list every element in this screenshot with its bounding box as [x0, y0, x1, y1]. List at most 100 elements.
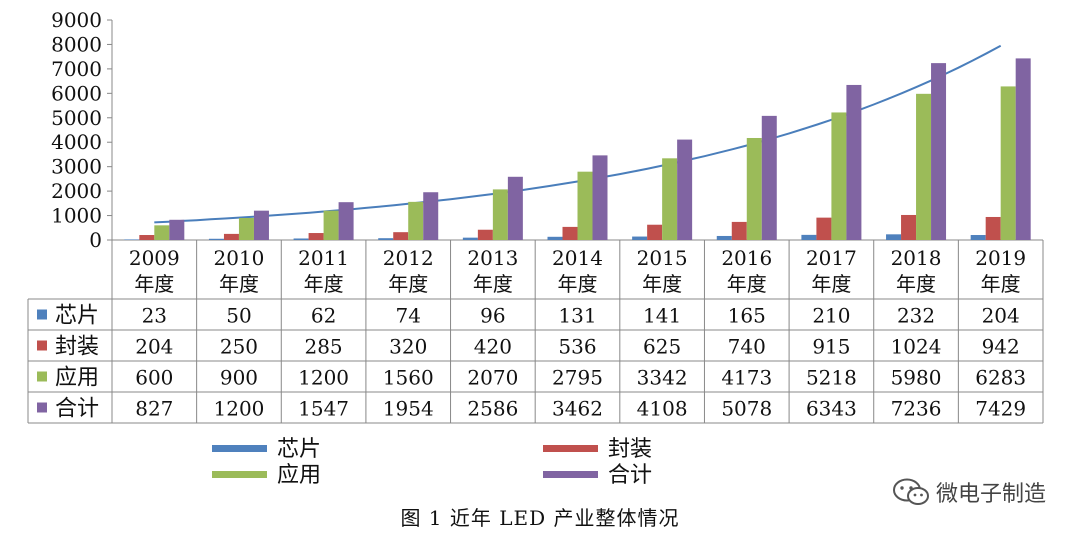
y-tick-label: 7000 [51, 57, 102, 81]
x-category-label: 2018 [891, 246, 942, 270]
x-category-label: 2012 [383, 246, 434, 270]
y-tick-label: 4000 [51, 130, 102, 154]
x-category-label: 年度 [642, 272, 682, 296]
bar-应用-2011年度 [323, 210, 339, 240]
bar-应用-2018年度 [916, 93, 932, 240]
table-cell: 232 [897, 304, 935, 328]
table-cell: 6343 [806, 397, 857, 421]
table-cell: 7236 [891, 397, 942, 421]
table-cell: 96 [480, 304, 505, 328]
table-legend-key-芯片 [37, 309, 47, 320]
bar-合计-2009年度 [169, 219, 185, 240]
table-cell: 536 [558, 335, 596, 359]
bar-封装-2013年度 [477, 229, 493, 240]
bar-合计-2012年度 [423, 192, 439, 240]
x-category-label: 2010 [214, 246, 265, 270]
table-cell: 23 [142, 304, 167, 328]
x-category-label: 年度 [981, 272, 1021, 296]
table-legend-key-合计 [37, 402, 47, 413]
table-cell: 1547 [298, 397, 349, 421]
table-cell: 1560 [383, 366, 434, 390]
watermark: 微电子制造 [892, 476, 1046, 508]
table-cell: 5218 [806, 366, 857, 390]
bar-封装-2012年度 [393, 232, 409, 240]
table-cell: 1200 [298, 366, 349, 390]
bar-封装-2016年度 [731, 221, 747, 240]
table-cell: 250 [220, 335, 258, 359]
table-legend-key-应用 [37, 371, 47, 382]
y-tick-label: 6000 [51, 81, 102, 105]
table-cell: 915 [812, 335, 850, 359]
bar-应用-2012年度 [408, 201, 424, 240]
bar-芯片-2009年度 [124, 239, 140, 240]
table-cell: 1954 [383, 397, 434, 421]
bar-芯片-2018年度 [886, 234, 902, 240]
x-category-label: 2011 [298, 246, 349, 270]
bar-应用-2009年度 [154, 225, 170, 240]
table-cell: 900 [220, 366, 258, 390]
bar-芯片-2012年度 [378, 238, 394, 240]
table-cell: 6283 [975, 366, 1026, 390]
bar-合计-2010年度 [253, 210, 269, 240]
table-cell: 3462 [552, 397, 603, 421]
bar-合计-2018年度 [931, 63, 947, 241]
bar-封装-2014年度 [562, 226, 578, 240]
y-tick-label: 9000 [51, 8, 102, 32]
bar-芯片-2019年度 [970, 235, 986, 240]
bar-合计-2013年度 [507, 176, 523, 240]
bar-合计-2017年度 [846, 84, 862, 241]
table-cell: 740 [728, 335, 766, 359]
bar-封装-2010年度 [223, 233, 239, 240]
legend-label-应用: 应用 [277, 463, 321, 488]
x-category-label: 2015 [637, 246, 688, 270]
bar-封装-2015年度 [647, 224, 663, 240]
bar-封装-2011年度 [308, 233, 324, 240]
x-category-label: 年度 [388, 272, 428, 296]
x-category-label: 年度 [727, 272, 767, 296]
figure-caption: 图 1 近年 LED 产业整体情况 [400, 506, 680, 530]
x-category-label: 2019 [975, 246, 1026, 270]
y-tick-label: 0 [89, 228, 102, 252]
bar-芯片-2010年度 [208, 238, 224, 240]
wechat-icon [892, 478, 929, 505]
table-row-label: 封装 [55, 335, 99, 360]
bar-封装-2019年度 [985, 216, 1001, 240]
data-table: 2009年度2010年度2011年度2012年度2013年度2014年度2015… [27, 240, 1044, 424]
table-cell: 50 [226, 304, 251, 328]
table-cell: 1024 [891, 335, 942, 359]
bar-封装-2009年度 [139, 235, 155, 240]
x-category-label: 2017 [806, 246, 857, 270]
bar-芯片-2015年度 [632, 236, 648, 240]
table-cell: 74 [396, 304, 421, 328]
table-cell: 4173 [721, 366, 772, 390]
table-cell: 165 [728, 304, 766, 328]
table-cell: 204 [982, 304, 1020, 328]
table-cell: 5980 [891, 366, 942, 390]
table-cell: 5078 [721, 397, 772, 421]
table-cell: 7429 [975, 397, 1026, 421]
table-cell: 210 [812, 304, 850, 328]
table-cell: 625 [643, 335, 681, 359]
y-tick-label: 2000 [51, 179, 102, 203]
table-row-label: 合计 [55, 397, 99, 422]
bar-芯片-2011年度 [293, 238, 309, 240]
table-row-label: 芯片 [55, 304, 99, 329]
x-category-label: 年度 [304, 272, 344, 296]
bar-合计-2011年度 [338, 202, 354, 240]
table-cell: 600 [135, 366, 173, 390]
bar-封装-2018年度 [901, 214, 917, 240]
table-cell: 2070 [467, 366, 518, 390]
bar-合计-2014年度 [592, 155, 608, 240]
table-cell: 141 [643, 304, 681, 328]
table-legend-key-封装 [37, 340, 47, 351]
x-category-label: 年度 [811, 272, 851, 296]
x-category-label: 年度 [219, 272, 259, 296]
bar-应用-2010年度 [238, 218, 254, 240]
x-category-label: 年度 [558, 272, 598, 296]
bar-应用-2017年度 [831, 112, 847, 240]
bar-封装-2017年度 [816, 217, 832, 240]
table-cell: 420 [474, 335, 512, 359]
